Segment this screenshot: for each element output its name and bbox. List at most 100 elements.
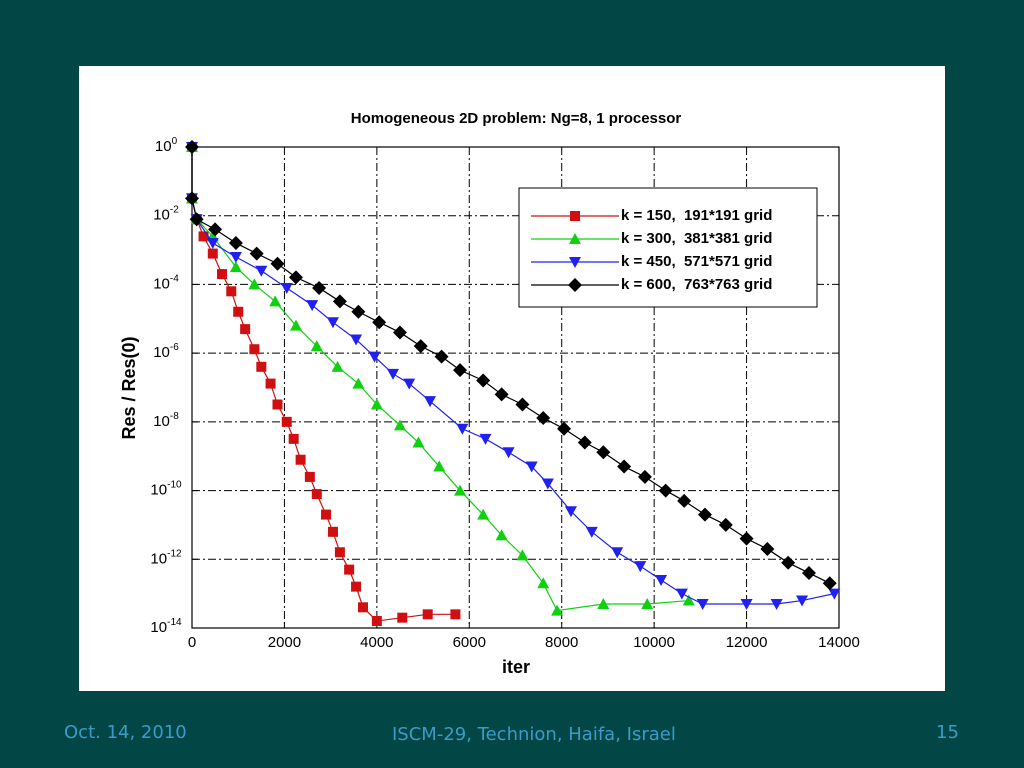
marker [537,577,550,589]
x-tick-label: 2000 [268,634,301,651]
marker [637,469,652,484]
x-tick-label: 12000 [726,634,768,651]
marker [331,360,344,372]
marker [760,541,775,556]
marker [229,261,242,273]
marker [564,506,577,518]
marker [697,507,712,522]
marker [288,433,299,444]
y-tick-label: 100 [155,136,178,155]
marker [682,594,695,606]
y-tick-base: 10 [153,344,170,361]
legend-label: k = 300, 381*381 grid [621,230,772,247]
marker [370,398,383,410]
y-tick-base: 10 [153,413,170,430]
marker [476,373,491,388]
y-tick-base: 10 [153,275,170,292]
y-tick-label: 10-4 [153,273,179,292]
marker [822,576,837,591]
marker [226,286,237,297]
marker [516,549,529,561]
marker [433,460,446,472]
y-tick-label: 10-6 [153,342,179,361]
marker [311,489,322,500]
marker [577,435,592,450]
marker [288,270,303,285]
marker [357,602,368,613]
marker [393,419,406,431]
marker [740,598,753,610]
marker [828,588,841,600]
x-axis-label: iter [502,657,530,677]
marker [312,280,327,295]
marker [718,517,733,532]
marker [185,140,199,154]
marker [557,421,572,436]
marker [326,317,339,329]
footer-date: Oct. 14, 2010 [64,722,187,743]
y-tick-base: 10 [150,550,167,567]
marker [208,222,223,237]
series-line [191,147,456,622]
y-tick-exponent: -12 [167,548,182,559]
marker [403,378,416,390]
legend-box [518,187,818,308]
plot-frame [191,146,840,629]
y-tick-exponent: -4 [170,273,179,284]
marker [304,471,315,482]
y-tick-exponent: -14 [167,617,182,628]
marker [611,547,624,559]
marker [453,363,468,378]
y-tick-exponent: -8 [170,410,179,421]
marker [397,612,408,623]
marker [454,484,467,496]
marker [677,493,692,508]
marker [597,597,610,609]
legend-marker [569,257,581,268]
chart-panel [79,66,945,691]
y-tick-label: 10-12 [150,548,182,567]
marker [228,236,243,251]
footer-venue: ISCM-29, Technion, Haifa, Israel [392,724,676,745]
marker [641,597,654,609]
marker [351,581,362,592]
legend-marker [569,233,581,244]
marker [801,565,816,580]
marker [502,447,515,459]
marker [413,339,428,354]
y-tick-base: 10 [150,619,167,636]
marker [306,300,319,312]
marker [479,433,492,445]
marker [281,416,292,427]
y-tick-label: 10-8 [153,410,179,429]
marker [781,555,796,570]
chart: Homogeneous 2D problem: Ng=8, 1 processo… [79,66,945,691]
marker [422,609,433,620]
marker [269,295,282,307]
y-tick-label: 10-2 [153,204,179,223]
marker [371,615,382,626]
marker [551,604,564,616]
x-tick-label: 0 [188,634,196,651]
legend-label: k = 600, 763*763 grid [621,276,772,293]
marker [770,598,783,610]
marker [352,377,365,389]
marker [495,529,508,541]
marker [198,231,209,242]
marker [334,547,345,558]
marker [434,349,449,364]
marker [280,282,293,294]
x-tick-label: 8000 [545,634,578,651]
marker [696,598,709,610]
marker [310,340,323,352]
y-axis-label: Res / Res(0) [119,336,139,439]
marker [255,265,268,277]
marker [368,351,381,363]
y-tick-exponent: -10 [167,479,182,490]
footer-page: 15 [936,722,959,743]
marker [739,531,754,546]
marker [207,248,218,259]
y-tick-exponent: -6 [170,342,179,353]
y-tick-base: 10 [150,482,167,499]
